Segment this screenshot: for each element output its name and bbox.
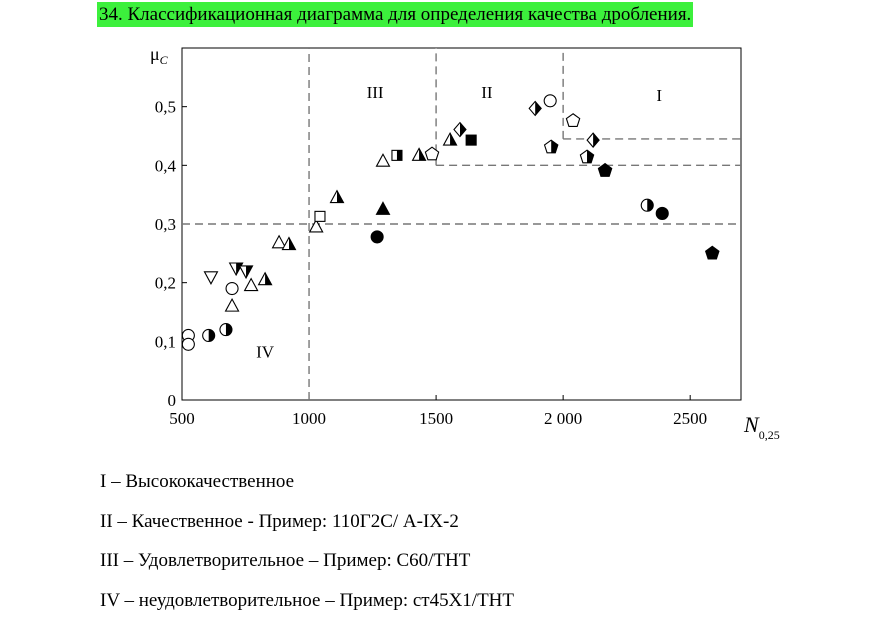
marker-half-fill xyxy=(450,133,457,146)
region-label: II xyxy=(481,83,493,102)
y-tick-label: 0,1 xyxy=(155,332,176,351)
data-point xyxy=(308,218,324,233)
marker-shape xyxy=(271,234,287,249)
data-point xyxy=(655,206,669,220)
data-point xyxy=(181,337,195,351)
data-point xyxy=(465,134,477,146)
marker-half-fill xyxy=(647,199,654,212)
data-point xyxy=(314,210,326,222)
marker-shape xyxy=(375,153,391,167)
y-tick-label: 0,5 xyxy=(155,98,176,117)
y-tick-label: 0 xyxy=(168,391,177,410)
marker-shape xyxy=(543,94,557,108)
data-point xyxy=(224,297,240,312)
marker-half-fill xyxy=(396,150,402,161)
data-point xyxy=(257,271,273,286)
marker-half-fill xyxy=(336,190,344,203)
marker-half-fill xyxy=(593,133,600,148)
data-point xyxy=(225,281,239,296)
data-point xyxy=(586,132,600,148)
data-point xyxy=(219,323,233,337)
marker-shape xyxy=(308,218,324,233)
data-point xyxy=(271,234,287,249)
x-axis-label-sub: 0,25 xyxy=(759,428,780,442)
marker-shape xyxy=(465,134,477,146)
x-tick-label: 500 xyxy=(169,409,195,428)
note: IV – неудовлетворительное – Пример: ст45… xyxy=(100,590,515,611)
data-point xyxy=(329,189,345,204)
x-tick-label: 1000 xyxy=(292,409,326,428)
data-point xyxy=(411,147,427,161)
x-axis-label: N0,25 xyxy=(743,412,780,442)
marker-shape xyxy=(375,201,391,215)
marker-half-fill xyxy=(208,329,215,342)
data-point xyxy=(597,162,613,177)
data-point xyxy=(543,94,557,108)
data-point xyxy=(579,149,595,164)
marker-half-fill xyxy=(265,272,272,285)
y-axis-label-main: μ xyxy=(150,44,160,64)
data-point xyxy=(640,198,654,212)
x-tick-label: 2500 xyxy=(673,409,707,428)
data-point xyxy=(375,201,391,215)
marker-shape xyxy=(224,297,240,312)
marker-half-fill xyxy=(419,148,426,161)
data-point xyxy=(202,328,216,343)
x-axis-label-main: N xyxy=(743,412,760,437)
x-tick-label: 2 000 xyxy=(544,409,582,428)
marker-shape xyxy=(314,210,326,222)
data-point xyxy=(370,230,384,244)
note: III – Удовлетворительное – Пример: С60/Т… xyxy=(100,550,471,571)
region-label: IV xyxy=(256,342,275,361)
data-point xyxy=(424,146,440,161)
data-point xyxy=(543,139,559,154)
data-point xyxy=(243,277,259,292)
y-tick-label: 0,4 xyxy=(155,156,177,175)
marker-shape xyxy=(225,281,239,296)
data-point xyxy=(442,131,458,146)
marker-shape xyxy=(370,230,384,244)
marker-shape xyxy=(597,162,613,177)
marker-half-fill xyxy=(551,140,558,153)
y-axis-label-sub: C xyxy=(160,53,169,67)
marker-half-fill xyxy=(459,122,466,137)
marker-shape xyxy=(424,146,440,161)
marker-half-fill xyxy=(587,150,594,163)
marker-half-fill xyxy=(535,101,542,116)
region-label: I xyxy=(656,86,662,105)
note: II – Качественное - Пример: 110Г2С/ А-IX… xyxy=(100,511,459,532)
data-point xyxy=(375,153,391,167)
marker-shape xyxy=(704,245,720,260)
page-title: 34. Классификационная диаграмма для опре… xyxy=(97,2,694,27)
data-point xyxy=(704,245,720,260)
marker-shape xyxy=(181,337,195,351)
data-point xyxy=(453,121,467,138)
marker-shape xyxy=(203,271,219,285)
x-tick-label: 1500 xyxy=(419,409,453,428)
data-point xyxy=(238,265,254,280)
marker-half-fill xyxy=(225,323,232,336)
data-point xyxy=(281,236,297,251)
region-label: III xyxy=(367,83,384,102)
y-tick-label: 0,3 xyxy=(155,215,176,234)
marker-shape xyxy=(565,113,581,127)
note: I – Высококачественное xyxy=(100,471,295,492)
data-point xyxy=(565,113,581,127)
marker-half-fill xyxy=(246,265,253,278)
marker-half-fill xyxy=(288,237,296,250)
marker-shape xyxy=(243,277,259,292)
y-tick-label: 0,2 xyxy=(155,274,176,293)
chart: 500 1000 1500 2 000 2500 0 0,1 0,2 0,3 0,4 0,5 μC N0… xyxy=(150,44,780,442)
marker-shape xyxy=(655,206,669,220)
y-axis-label: μC xyxy=(150,44,169,67)
data-point xyxy=(391,149,403,161)
data-point xyxy=(203,271,219,285)
data-point xyxy=(528,100,542,117)
